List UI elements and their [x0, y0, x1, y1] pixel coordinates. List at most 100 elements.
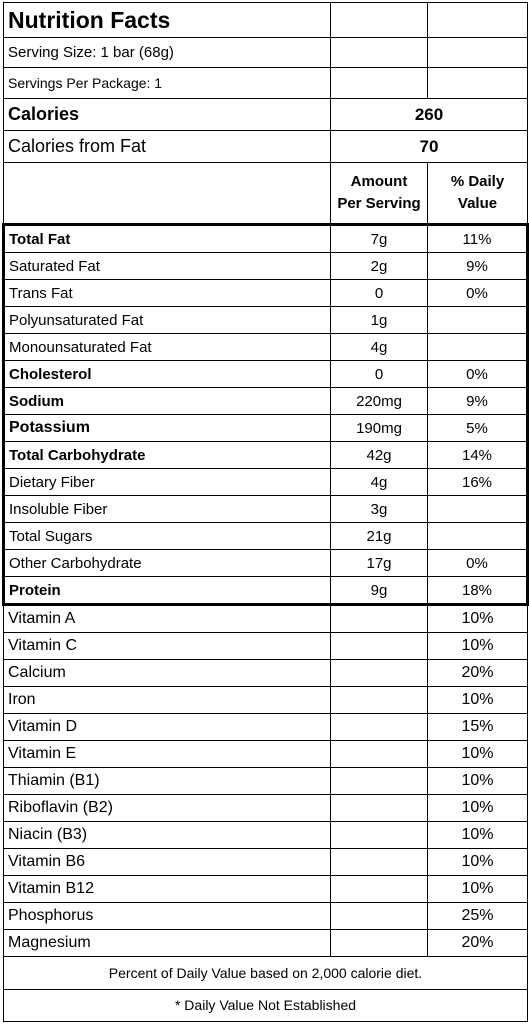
nutrient-daily-value: [427, 495, 529, 524]
nutrient-name: Potassium: [2, 414, 331, 443]
vitamin-amount: [330, 632, 428, 661]
vitamin-name: Vitamin C: [3, 632, 331, 661]
nutrient-row: Trans Fat 0 0%: [2, 279, 529, 308]
vitamin-amount: [330, 902, 428, 931]
vitamin-amount: [330, 713, 428, 742]
vitamin-name: Magnesium: [3, 929, 331, 958]
daily-value-footnote: Percent of Daily Value based on 2,000 ca…: [3, 956, 528, 990]
nutrient-daily-value: 14%: [427, 441, 529, 470]
nutrient-daily-value: 0%: [427, 360, 529, 389]
vitamin-amount: [330, 659, 428, 688]
vitamin-row: Vitamin B6 10%: [3, 848, 528, 877]
nutrient-amount: 42g: [330, 441, 428, 470]
nutrient-name: Insoluble Fiber: [2, 495, 331, 524]
nutrient-row: Saturated Fat 2g 9%: [2, 252, 529, 281]
vitamin-row: Calcium 20%: [3, 659, 528, 688]
nutrient-name: Sodium: [2, 387, 331, 416]
vitamin-daily-value: 10%: [427, 767, 528, 796]
vitamin-amount: [330, 821, 428, 850]
calories-from-fat-row: Calories from Fat 70: [3, 129, 528, 163]
vitamin-row: Vitamin D 15%: [3, 713, 528, 742]
nutrient-amount: 1g: [330, 306, 428, 335]
calories-from-fat-label: Calories from Fat: [3, 129, 331, 163]
nutrient-amount: 4g: [330, 468, 428, 497]
vitamin-row: Niacin (B3) 10%: [3, 821, 528, 850]
vitamin-row: Phosphorus 25%: [3, 902, 528, 931]
vitamin-daily-value: 15%: [427, 713, 528, 742]
nutrient-row: Dietary Fiber 4g 16%: [2, 468, 529, 497]
label-title: Nutrition Facts: [3, 1, 331, 39]
nutrient-row: Protein 9g 18%: [2, 576, 529, 607]
nutrient-name: Protein: [2, 576, 331, 607]
vitamin-daily-value: 20%: [427, 929, 528, 958]
vitamin-amount: [330, 875, 428, 904]
nutrient-row: Potassium 190mg 5%: [2, 414, 529, 443]
nutrient-row: Other Carbohydrate 17g 0%: [2, 549, 529, 578]
vitamin-name: Calcium: [3, 659, 331, 688]
not-established-footnote: * Daily Value Not Established: [3, 988, 528, 1022]
vitamin-amount: [330, 929, 428, 958]
vitamin-daily-value: 10%: [427, 821, 528, 850]
nutrient-name: Other Carbohydrate: [2, 549, 331, 578]
nutrient-daily-value: 16%: [427, 468, 529, 497]
nutrient-daily-value: [427, 333, 529, 362]
nutrient-daily-value: 9%: [427, 387, 529, 416]
nutrient-amount: 0: [330, 279, 428, 308]
vitamin-name: Thiamin (B1): [3, 767, 331, 796]
vitamin-daily-value: 25%: [427, 902, 528, 931]
vitamin-row: Thiamin (B1) 10%: [3, 767, 528, 796]
nutrient-name: Polyunsaturated Fat: [2, 306, 331, 335]
daily-value-header: % Daily Value: [427, 161, 528, 226]
nutrient-name: Total Sugars: [2, 522, 331, 551]
vitamin-amount: [330, 740, 428, 769]
vitamin-row: Vitamin B12 10%: [3, 875, 528, 904]
footnote-row: Percent of Daily Value based on 2,000 ca…: [3, 956, 528, 990]
nutrient-row: Monounsaturated Fat 4g: [2, 333, 529, 362]
nutrient-row: Total Sugars 21g: [2, 522, 529, 551]
calories-from-fat-value: 70: [330, 129, 528, 163]
serving-size-row: Serving Size: 1 bar (68g): [3, 37, 528, 69]
vitamin-amount: [330, 848, 428, 877]
nutrient-row: Total Fat 7g 11%: [2, 223, 529, 254]
serving-size: Serving Size: 1 bar (68g): [3, 37, 331, 69]
vitamin-name: Vitamin B12: [3, 875, 331, 904]
nutrient-row: Polyunsaturated Fat 1g: [2, 306, 529, 335]
footnote-row: * Daily Value Not Established: [3, 988, 528, 1022]
nutrient-name: Monounsaturated Fat: [2, 333, 331, 362]
nutrient-amount: 190mg: [330, 414, 428, 443]
vitamin-name: Vitamin E: [3, 740, 331, 769]
vitamin-row: Vitamin A 10%: [3, 604, 528, 634]
nutrient-daily-value: 18%: [427, 576, 529, 607]
nutrient-daily-value: 5%: [427, 414, 529, 443]
vitamin-row: Magnesium 20%: [3, 929, 528, 958]
nutrient-amount: 4g: [330, 333, 428, 362]
nutrient-name: Cholesterol: [2, 360, 331, 389]
nutrient-name: Trans Fat: [2, 279, 331, 308]
nutrient-amount: 21g: [330, 522, 428, 551]
calories-row: Calories 260: [3, 97, 528, 131]
column-header-row: Amount Per Serving % Daily Value: [3, 161, 528, 226]
vitamin-name: Phosphorus: [3, 902, 331, 931]
nutrient-name: Total Carbohydrate: [2, 441, 331, 470]
nutrient-daily-value: 9%: [427, 252, 529, 281]
vitamin-daily-value: 10%: [427, 740, 528, 769]
vitamin-name: Vitamin B6: [3, 848, 331, 877]
servings-per-package: Servings Per Package: 1: [3, 67, 331, 99]
vitamin-name: Iron: [3, 686, 331, 715]
nutrient-name: Total Fat: [2, 223, 331, 254]
nutrient-amount: 0: [330, 360, 428, 389]
title-row: Nutrition Facts: [3, 1, 528, 39]
vitamin-daily-value: 20%: [427, 659, 528, 688]
vitamin-amount: [330, 767, 428, 796]
nutrient-name: Saturated Fat: [2, 252, 331, 281]
servings-per-package-row: Servings Per Package: 1: [3, 67, 528, 99]
amount-per-serving-header: Amount Per Serving: [330, 161, 428, 226]
nutrient-amount: 2g: [330, 252, 428, 281]
nutrient-amount: 3g: [330, 495, 428, 524]
vitamin-row: Vitamin E 10%: [3, 740, 528, 769]
nutrient-amount: 220mg: [330, 387, 428, 416]
nutrient-row: Insoluble Fiber 3g: [2, 495, 529, 524]
vitamin-row: Vitamin C 10%: [3, 632, 528, 661]
vitamin-daily-value: 10%: [427, 686, 528, 715]
